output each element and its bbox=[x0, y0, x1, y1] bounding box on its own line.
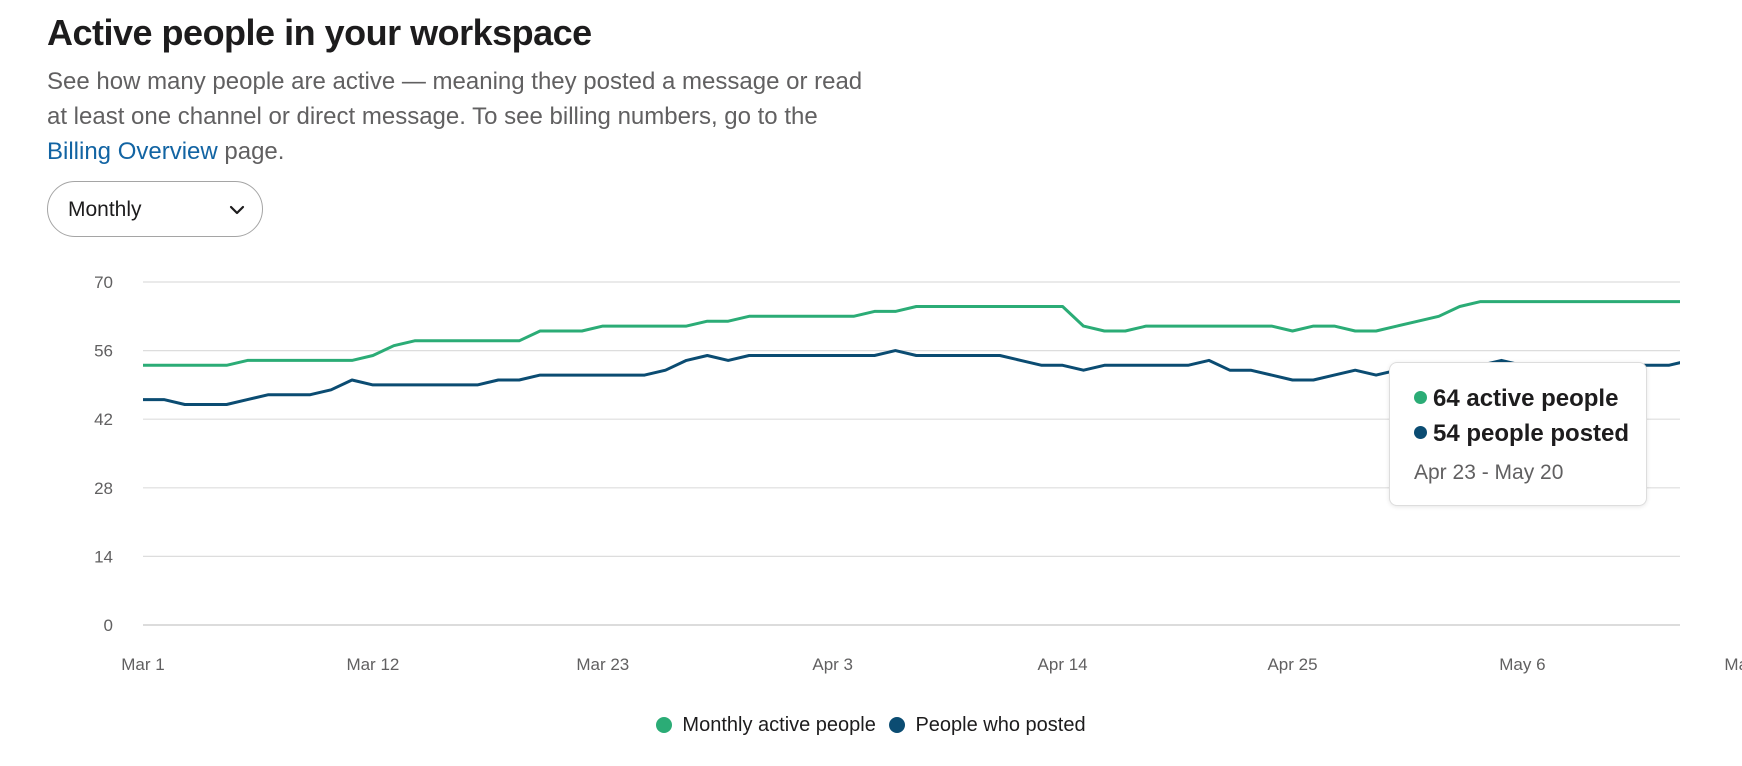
legend-label-posted: People who posted bbox=[915, 714, 1086, 736]
tooltip-posted-row: 54 people posted bbox=[1414, 420, 1629, 448]
legend-swatch-posted bbox=[889, 717, 906, 733]
description-text-end: page. bbox=[217, 138, 285, 165]
legend-item-posted[interactable]: People who posted bbox=[889, 714, 1086, 737]
tooltip-date-range: Apr 23 - May 20 bbox=[1414, 461, 1564, 484]
tooltip-active-row: 64 active people bbox=[1414, 385, 1618, 413]
tooltip-active-dot bbox=[1414, 391, 1427, 404]
page-description: See how many people are active — meaning… bbox=[47, 64, 867, 169]
tooltip-active-text: 64 active people bbox=[1433, 385, 1619, 412]
chart-legend: Monthly active people People who posted bbox=[0, 714, 1742, 737]
tooltip-posted-dot bbox=[1414, 426, 1427, 439]
billing-overview-link[interactable]: Billing Overview bbox=[47, 138, 218, 165]
x-tick-label: Mar 1 bbox=[121, 655, 164, 674]
chart-tooltip: 64 active people 54 people posted Apr 23… bbox=[1389, 362, 1647, 506]
chevron-down-icon bbox=[229, 205, 245, 215]
y-tick-label: 28 bbox=[94, 479, 113, 498]
page-title: Active people in your workspace bbox=[47, 12, 592, 53]
x-tick-label: May 17 bbox=[1724, 655, 1742, 674]
y-tick-label: 14 bbox=[94, 547, 113, 566]
legend-label-active: Monthly active people bbox=[682, 714, 876, 736]
x-tick-label: Mar 23 bbox=[576, 655, 629, 674]
y-tick-label: 0 bbox=[104, 616, 113, 635]
y-tick-label: 70 bbox=[94, 273, 113, 292]
y-tick-label: 56 bbox=[94, 342, 113, 361]
x-tick-label: Apr 25 bbox=[1267, 655, 1317, 674]
x-tick-label: Apr 3 bbox=[812, 655, 853, 674]
period-dropdown[interactable]: Monthly bbox=[47, 181, 263, 237]
description-text: See how many people are active — meaning… bbox=[47, 68, 863, 130]
y-tick-label: 42 bbox=[94, 410, 113, 429]
x-tick-label: May 6 bbox=[1499, 655, 1545, 674]
x-tick-label: Apr 14 bbox=[1038, 655, 1088, 674]
legend-item-active[interactable]: Monthly active people bbox=[656, 714, 876, 737]
x-tick-label: Mar 12 bbox=[346, 655, 399, 674]
period-dropdown-value: Monthly bbox=[68, 198, 142, 221]
tooltip-posted-text: 54 people posted bbox=[1433, 420, 1630, 447]
legend-swatch-active bbox=[656, 717, 673, 733]
